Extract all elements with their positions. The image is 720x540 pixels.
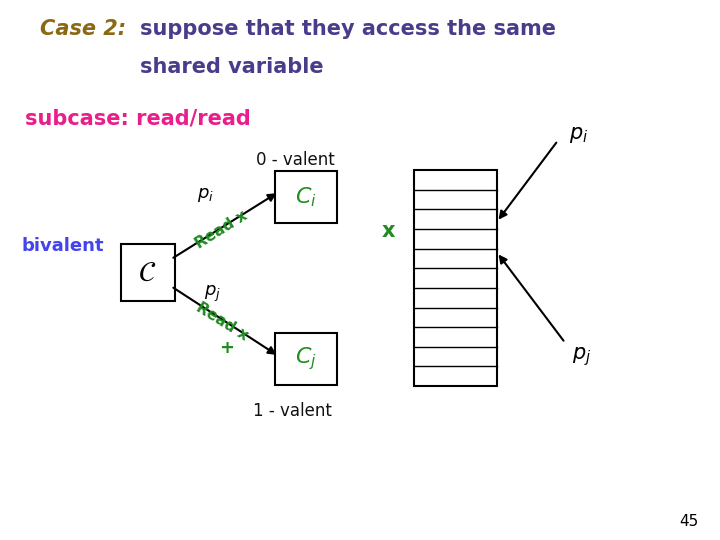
Text: $p_j$: $p_j$ (572, 345, 592, 368)
Text: $\mathit{C}_i$: $\mathit{C}_i$ (295, 185, 317, 209)
FancyBboxPatch shape (121, 244, 174, 301)
Text: 45: 45 (679, 514, 698, 529)
Text: $\mathit{C}_j$: $\mathit{C}_j$ (295, 346, 317, 373)
Text: 0 - valent: 0 - valent (256, 151, 334, 169)
Text: subcase: read/read: subcase: read/read (25, 108, 251, 128)
Text: bivalent: bivalent (22, 237, 104, 255)
Text: Case 2:: Case 2: (40, 19, 126, 39)
Text: 1 - valent: 1 - valent (253, 402, 333, 420)
Text: $p_i$: $p_i$ (197, 186, 214, 205)
FancyBboxPatch shape (275, 172, 337, 222)
FancyBboxPatch shape (275, 333, 337, 384)
Bar (414, 170, 497, 386)
Text: $p_i$: $p_i$ (569, 125, 588, 145)
Text: Read x: Read x (193, 208, 251, 251)
Text: x: x (382, 220, 395, 241)
Text: $p_j$: $p_j$ (204, 284, 221, 305)
Text: $\mathcal{C}$: $\mathcal{C}$ (138, 259, 157, 287)
Text: Read x: Read x (193, 300, 251, 343)
Text: shared variable: shared variable (140, 57, 324, 77)
Text: +: + (220, 339, 234, 357)
Text: suppose that they access the same: suppose that they access the same (140, 19, 557, 39)
